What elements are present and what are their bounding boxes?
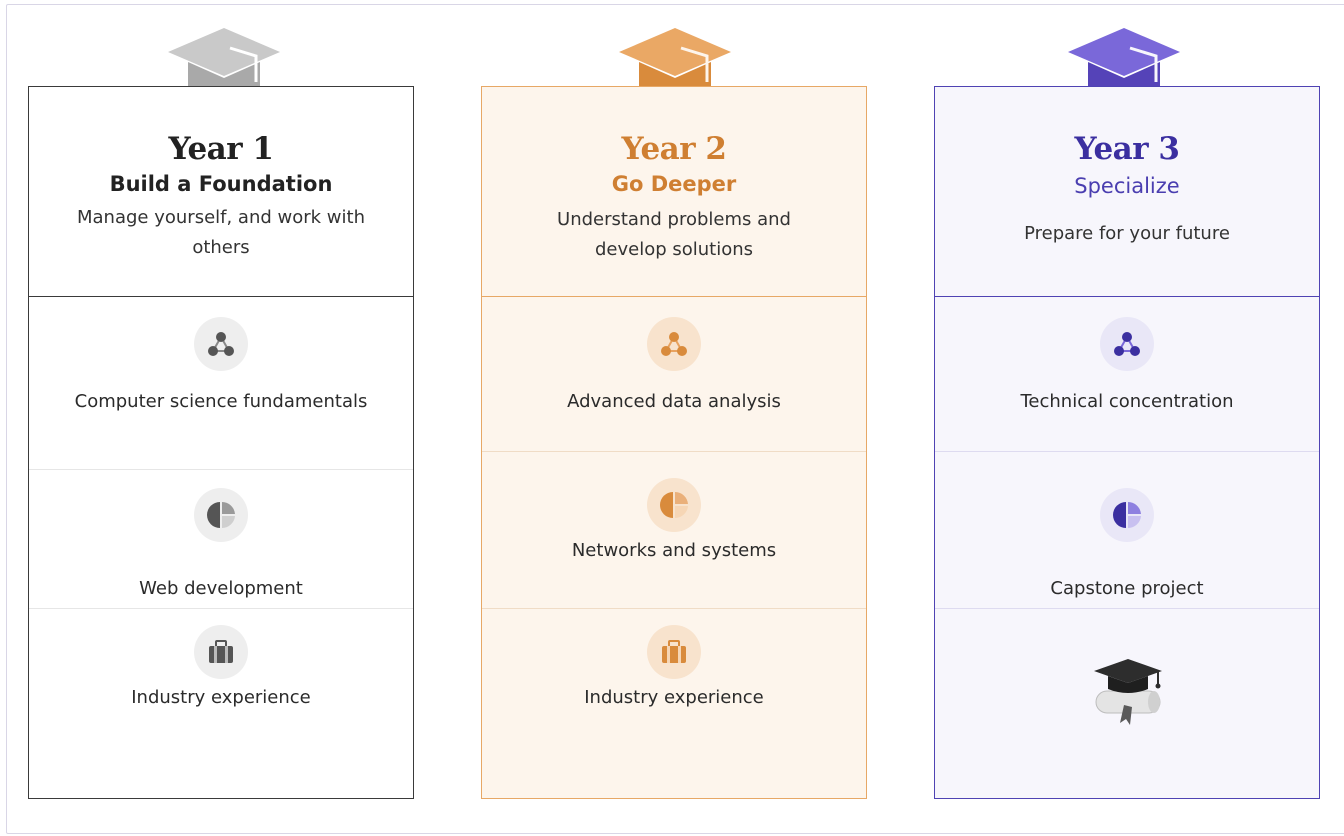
briefcase-icon (647, 625, 701, 679)
year-3-column: Year 3 Specialize Prepare for your futur… (934, 86, 1320, 799)
list-item: Capstone project (935, 452, 1319, 608)
year-header: Year 2 Go Deeper Understand problems and… (482, 87, 866, 296)
divider (29, 608, 413, 609)
list-item: Computer science fundamentals (29, 297, 413, 469)
year-2-column: Year 2 Go Deeper Understand problems and… (481, 86, 867, 799)
list-item: Web development (29, 470, 413, 608)
list-item: Advanced data analysis (482, 297, 866, 451)
pie-chart-icon (194, 488, 248, 542)
item-label: Advanced data analysis (567, 391, 781, 412)
network-nodes-icon (1100, 317, 1154, 371)
page-frame (6, 4, 1344, 834)
year-1-column: Year 1 Build a Foundation Manage yoursel… (28, 86, 414, 799)
year-title: Year 1 (168, 131, 274, 167)
year-title: Year 3 (1074, 131, 1180, 167)
divider (482, 296, 866, 297)
year-subtitle: Specialize (1074, 174, 1180, 198)
list-item: Industry experience (29, 609, 413, 799)
year-header: Year 3 Specialize Prepare for your futur… (935, 87, 1319, 296)
item-label: Capstone project (1050, 578, 1204, 599)
list-item: Industry experience (482, 609, 866, 799)
list-item: Networks and systems (482, 452, 866, 608)
divider (482, 608, 866, 609)
year-subtitle: Build a Foundation (109, 172, 333, 196)
item-label: Industry experience (131, 687, 311, 708)
network-nodes-icon (194, 317, 248, 371)
divider (482, 451, 866, 452)
briefcase-icon (194, 625, 248, 679)
year-subtitle: Go Deeper (611, 172, 737, 196)
item-label: Networks and systems (571, 540, 777, 561)
pie-chart-icon (647, 478, 701, 532)
list-item: Technical concentration (935, 297, 1319, 451)
item-label: Industry experience (584, 687, 764, 708)
list-item (935, 609, 1319, 799)
year-description: Understand problems and develop solution… (557, 209, 791, 260)
item-label: Computer science fundamentals (74, 391, 368, 412)
network-nodes-icon (647, 317, 701, 371)
pie-chart-icon (1100, 488, 1154, 542)
divider (935, 451, 1319, 452)
item-label: Technical concentration (1020, 391, 1234, 412)
year-description: Prepare for your future (1024, 223, 1230, 244)
year-description: Manage yourself, and work with others (77, 207, 365, 258)
item-label: Web development (139, 578, 303, 599)
graduation-diploma-icon (1094, 659, 1162, 725)
divider (935, 608, 1319, 609)
divider (935, 296, 1319, 297)
divider (29, 296, 413, 297)
year-title: Year 2 (621, 131, 727, 167)
year-header: Year 1 Build a Foundation Manage yoursel… (29, 87, 413, 296)
divider (29, 469, 413, 470)
